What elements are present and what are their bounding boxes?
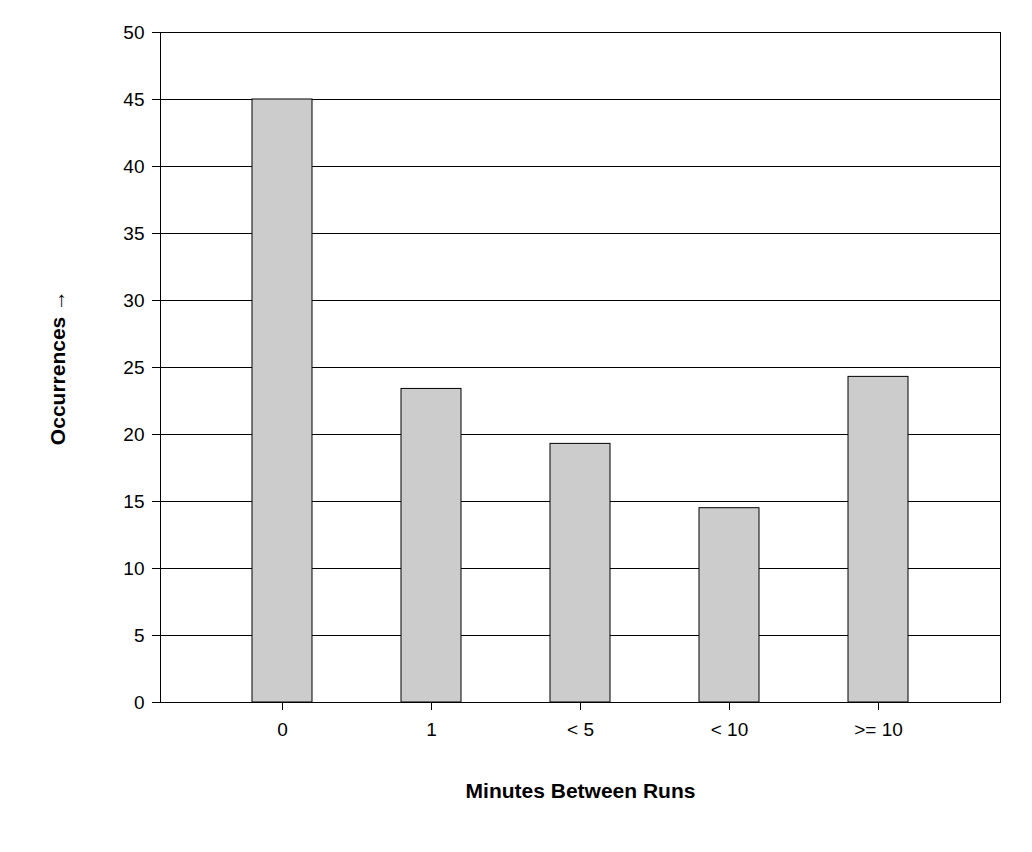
svg-text:35: 35 — [123, 223, 144, 244]
svg-text:Occurrences →: Occurrences → — [46, 290, 69, 445]
svg-text:25: 25 — [123, 357, 144, 378]
svg-text:30: 30 — [123, 290, 144, 311]
svg-text:40: 40 — [123, 156, 144, 177]
svg-text:< 5: < 5 — [567, 719, 594, 740]
svg-text:50: 50 — [123, 22, 144, 43]
svg-text:>= 10: >= 10 — [854, 719, 903, 740]
svg-text:10: 10 — [123, 558, 144, 579]
svg-text:Minutes Between Runs: Minutes Between Runs — [466, 779, 696, 802]
svg-text:20: 20 — [123, 424, 144, 445]
svg-text:< 10: < 10 — [711, 719, 749, 740]
svg-text:5: 5 — [134, 625, 145, 646]
svg-text:0: 0 — [277, 719, 288, 740]
svg-text:15: 15 — [123, 491, 144, 512]
svg-text:45: 45 — [123, 89, 144, 110]
svg-text:0: 0 — [134, 692, 145, 713]
svg-text:1: 1 — [426, 719, 437, 740]
